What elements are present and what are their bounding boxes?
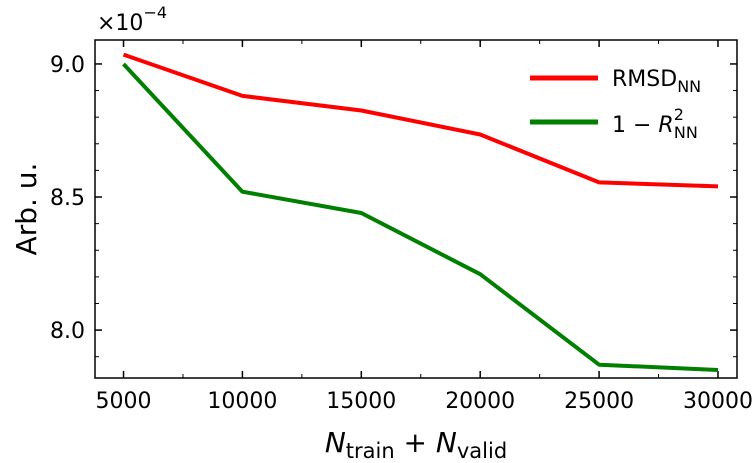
y-tick-label: 8.5 [50,186,85,211]
x-tick-label: 5000 [96,389,152,414]
series-line-rmsd [122,52,719,189]
y-scale-factor: ×10−4 [97,3,167,36]
y-axis-label: Arb. u. [10,163,43,256]
legend: RMSDNN 1 − R2 NN [530,67,701,142]
x-tick-label: 20000 [445,389,515,414]
x-tick-label: 10000 [207,389,277,414]
plot-frame [94,39,738,379]
x-tick-label: 30000 [683,389,753,414]
legend-label-rmsd: RMSDNN [612,67,701,96]
series-group [122,52,719,372]
x-tick-label: 15000 [326,389,396,414]
x-axis-label: Ntrain + Nvalid [325,426,507,463]
y-tick-label: 9.0 [50,53,85,78]
y-tick-label: 8.0 [50,319,85,344]
series-line-one-minus-r2 [122,62,719,372]
axis-ticks: 5000 10000 15000 20000 25000 30000 8.0 8.5 9.0 [50,40,753,414]
legend-label-one-minus-r2: 1 − R2 NN [612,105,698,142]
y-scale-exponent: −4 [143,3,167,22]
x-tick-label: 25000 [564,389,634,414]
